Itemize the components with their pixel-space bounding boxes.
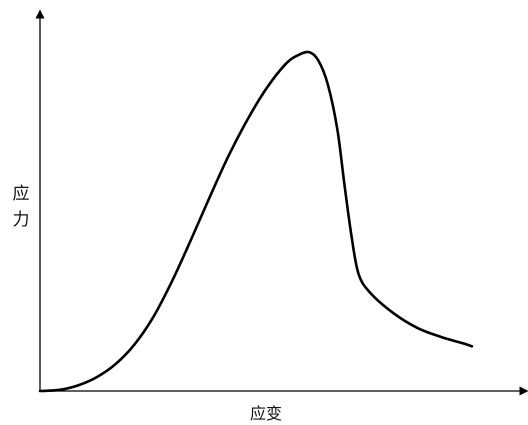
y-axis-label: 应力 [12,184,30,230]
x-axis-label: 应变 [249,404,282,423]
series-layer [38,50,474,393]
series-line-0 [38,50,474,393]
